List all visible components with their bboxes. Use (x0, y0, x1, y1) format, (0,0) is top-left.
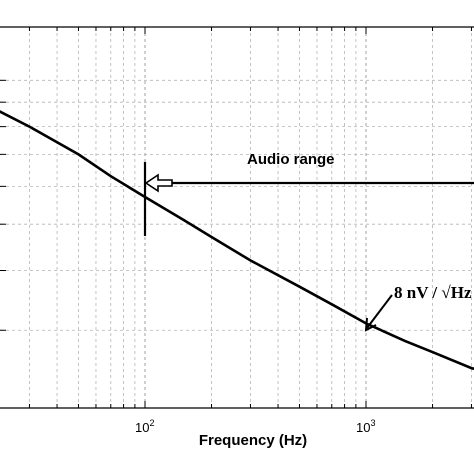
x-tick-label-100-base: 10 (135, 420, 149, 435)
x-tick-label-100: 102 (135, 418, 154, 435)
x-axis-label: Frequency (Hz) (199, 432, 307, 449)
x-minor-gridlines (29, 27, 472, 408)
noise-density-line (0, 110, 474, 371)
axis-ticks (0, 27, 472, 408)
x-tick-label-1000-base: 10 (356, 420, 370, 435)
x-tick-label-100-exp: 2 (149, 418, 154, 428)
audio-range-marker (143, 162, 474, 236)
x-tick-label-1000: 103 (356, 418, 375, 435)
audio-range-arrow (144, 173, 173, 193)
audio-range-label: Audio range (247, 151, 335, 168)
noise-level-pointer (364, 294, 393, 332)
x-tick-label-1000-exp: 3 (370, 418, 375, 428)
noise-level-label: 8 nV / √Hz (394, 283, 472, 302)
